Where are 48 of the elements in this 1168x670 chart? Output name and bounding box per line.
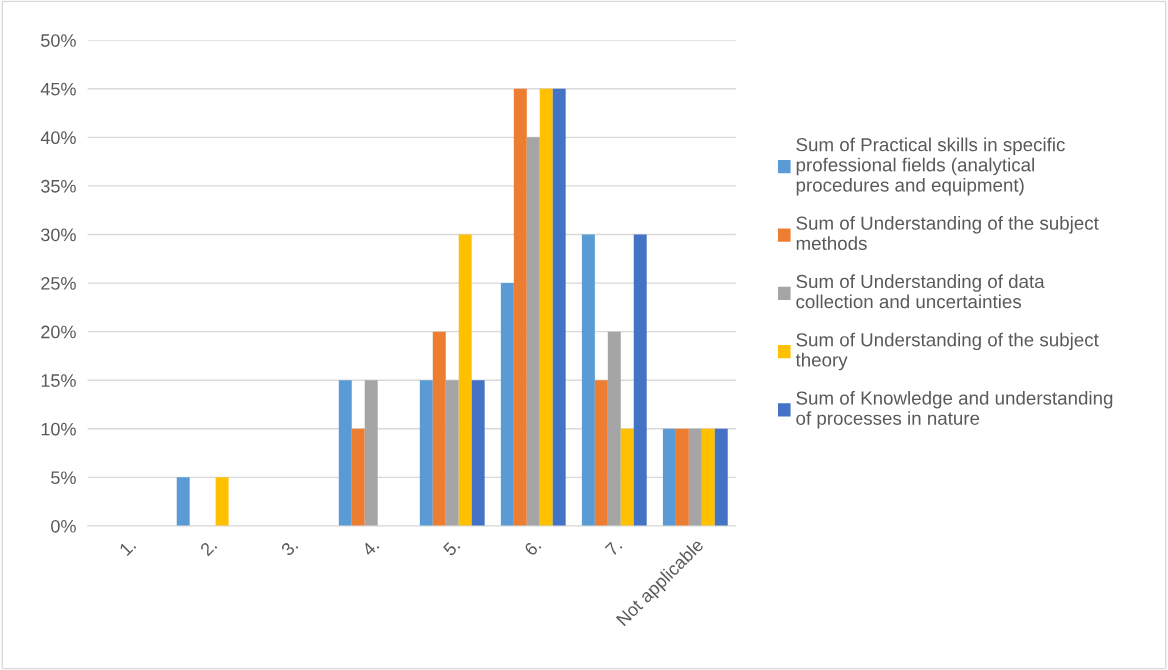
y-tick-label: 30% xyxy=(41,228,76,242)
y-tick-label: 25% xyxy=(41,277,76,290)
y-tick-label: 20% xyxy=(41,325,76,339)
legend-label: Sum of Understanding of the subject theory xyxy=(795,332,1099,371)
bar xyxy=(338,380,352,526)
bar xyxy=(513,88,527,526)
bar xyxy=(662,428,676,526)
bar xyxy=(526,137,540,526)
bar xyxy=(539,88,553,526)
bar xyxy=(688,428,702,526)
x-tick-label: 3. xyxy=(280,538,299,557)
x-tick-label: 6. xyxy=(523,538,542,557)
bar xyxy=(500,283,514,526)
bar xyxy=(419,380,433,526)
bar xyxy=(701,428,715,526)
bar xyxy=(607,331,621,526)
x-tick-label: 2. xyxy=(199,538,218,557)
y-tick-label: 50% xyxy=(41,34,76,47)
y-tick-label: 40% xyxy=(40,131,76,145)
y-tick-label: 0% xyxy=(51,519,76,533)
y-tick-label: 45% xyxy=(40,82,76,96)
legend-label: Sum of Knowledge and understanding of processes in nature xyxy=(796,390,1113,429)
bar xyxy=(351,428,365,526)
bar xyxy=(471,380,485,526)
bar xyxy=(445,380,459,526)
bar xyxy=(176,477,190,526)
bar xyxy=(581,234,595,526)
legend-label: Sum of Practical skills in specific professional fields (analytical procedures and equipment) xyxy=(796,137,1065,196)
x-tick-label: 1. xyxy=(118,538,137,556)
y-tick-label: 10% xyxy=(41,422,76,436)
bar xyxy=(675,428,689,526)
bar xyxy=(714,428,728,526)
x-tick-label: 5. xyxy=(442,538,461,557)
bar xyxy=(364,380,378,526)
bar xyxy=(432,331,446,526)
bar xyxy=(594,380,608,526)
bar xyxy=(215,477,229,526)
y-tick-label: 5% xyxy=(51,471,76,485)
x-tick-label: 4. xyxy=(361,538,380,557)
y-tick-label: 15% xyxy=(41,374,76,387)
y-tick-label: 35% xyxy=(41,179,76,193)
bar xyxy=(458,234,472,526)
bar xyxy=(620,428,634,526)
bar xyxy=(552,88,566,526)
x-tick-label: 7. xyxy=(604,538,623,557)
legend-label: Sum of Understanding of data collection and uncertainties xyxy=(796,274,1045,309)
bar xyxy=(633,234,647,526)
legend-label: Sum of Understanding of the subject methods xyxy=(796,216,1099,250)
